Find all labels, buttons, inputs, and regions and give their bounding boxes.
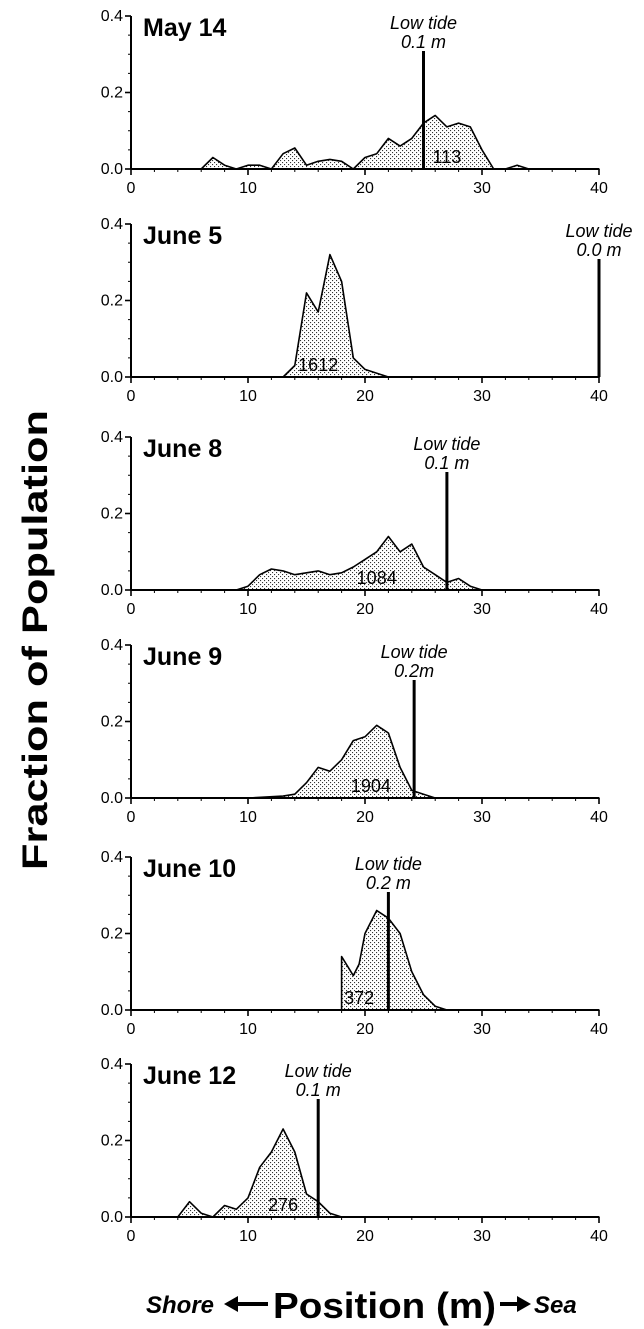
x-tick-label: 40 [590,809,608,826]
panel-title: June 8 [143,435,222,463]
sample-count-label: 276 [268,1195,298,1215]
x-tick-label: 20 [356,1021,374,1038]
x-tick-label: 40 [590,1228,608,1245]
x-axis-label-sea: Sea [534,1292,577,1319]
low-tide-depth: 0.1 m [401,32,446,52]
x-tick-label: 30 [473,809,491,826]
y-tick-label: 0.2 [101,506,123,523]
arrow-left-icon [224,1296,268,1312]
distribution-area [130,535,600,591]
y-tick-label: 0.2 [101,1133,123,1150]
x-tick-label: 10 [239,388,257,405]
low-tide-label: Low tide [565,221,632,241]
distribution-area [130,114,600,170]
low-tide-label: Low tide [285,1061,352,1081]
y-tick-label: 0.0 [101,790,123,807]
distribution-area [130,1128,600,1218]
x-tick-label: 20 [356,388,374,405]
low-tide-depth: 0.2m [394,661,434,681]
x-tick-label: 0 [127,601,136,618]
x-axis-label-shore: Shore [146,1292,214,1319]
distribution-area [130,253,600,378]
panel-title: June 12 [143,1062,236,1090]
sample-count-label: 113 [433,147,462,167]
x-tick-label: 40 [590,180,608,197]
x-tick-label: 0 [127,180,136,197]
y-tick-label: 0.2 [101,293,123,310]
low-tide-label: Low tide [381,642,448,662]
sample-count-label: 1084 [357,568,397,588]
x-tick-label: 20 [356,180,374,197]
x-tick-label: 0 [127,1021,136,1038]
y-tick-label: 0.0 [101,1002,123,1019]
y-axis-label: Fraction of Population [16,410,55,870]
y-tick-label: 0.4 [101,637,123,654]
x-axis-label: Position (m) [273,1285,496,1326]
distribution-area [130,724,600,799]
x-tick-label: 20 [356,601,374,618]
x-tick-label: 0 [127,809,136,826]
x-tick-label: 30 [473,180,491,197]
x-tick-label: 30 [473,601,491,618]
arrow-right-icon [500,1296,531,1312]
y-tick-label: 0.0 [101,1209,123,1226]
low-tide-depth: 0.1 m [424,453,469,473]
panel-title: June 5 [143,222,222,250]
x-tick-label: 30 [473,388,491,405]
x-tick-label: 40 [590,1021,608,1038]
x-tick-label: 20 [356,809,374,826]
low-tide-label: Low tide [413,434,480,454]
sample-count-label: 1904 [351,776,391,796]
y-tick-label: 0.4 [101,216,123,233]
y-tick-label: 0.0 [101,161,123,178]
panel-title: June 10 [143,855,236,883]
x-tick-label: 0 [127,388,136,405]
y-tick-label: 0.4 [101,429,123,446]
panel-title: May 14 [143,14,226,42]
y-tick-label: 0.0 [101,582,123,599]
low-tide-depth: 0.1 m [296,1080,341,1100]
y-tick-label: 0.4 [101,1056,123,1073]
x-tick-label: 10 [239,601,257,618]
x-tick-label: 20 [356,1228,374,1245]
x-tick-label: 30 [473,1228,491,1245]
y-tick-label: 0.0 [101,369,123,386]
y-tick-label: 0.2 [101,714,123,731]
x-tick-label: 10 [239,1021,257,1038]
low-tide-depth: 0.2 m [366,873,411,893]
x-tick-label: 40 [590,388,608,405]
sample-count-label: 372 [344,988,374,1008]
low-tide-depth: 0.0 m [576,240,621,260]
x-tick-label: 30 [473,1021,491,1038]
x-axis-label-group: Shore Position (m) Sea [146,1285,577,1326]
x-tick-label: 10 [239,809,257,826]
low-tide-label: Low tide [390,13,457,33]
y-tick-label: 0.2 [101,926,123,943]
x-tick-label: 10 [239,180,257,197]
x-tick-label: 40 [590,601,608,618]
x-tick-label: 0 [127,1228,136,1245]
y-tick-label: 0.4 [101,8,123,25]
sample-count-label: 1612 [298,355,338,375]
low-tide-label: Low tide [355,854,422,874]
y-tick-label: 0.4 [101,849,123,866]
y-tick-label: 0.2 [101,85,123,102]
panel-title: June 9 [143,643,222,671]
x-tick-label: 10 [239,1228,257,1245]
